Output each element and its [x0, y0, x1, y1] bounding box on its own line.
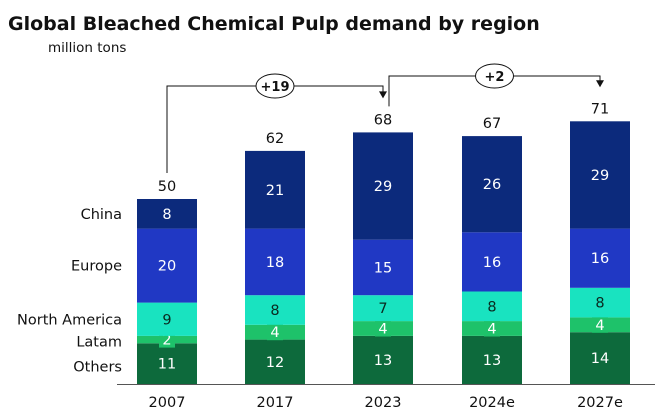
legend-label-china: China — [81, 207, 122, 223]
data-label-europe-2027e: 16 — [591, 251, 609, 267]
legend-label-latam: Latam — [76, 335, 122, 351]
legend-label-europe: Europe — [71, 259, 122, 275]
x-tick-label-2023: 2023 — [365, 395, 402, 411]
total-label-2024e: 67 — [483, 116, 501, 132]
growth-annotation-2023-2027e: +2 — [388, 63, 604, 107]
x-tick-label-2007: 2007 — [149, 395, 186, 411]
data-label-europe-2007: 20 — [158, 259, 176, 275]
bar-segment-north-america-2027e — [570, 287, 630, 318]
bar-segment-others-2007 — [137, 343, 197, 384]
bar-segment-north-america-2017 — [245, 295, 305, 325]
data-label-latam-2024e: 4 — [487, 322, 496, 338]
data-label-china-2017: 21 — [266, 183, 284, 199]
data-label-north-america-2024e: 8 — [487, 299, 496, 315]
arrow-down-icon — [596, 80, 604, 88]
x-tick-label-2027e: 2027e — [577, 395, 623, 411]
data-label-china-2027e: 29 — [591, 168, 609, 184]
data-label-bg-latam-2017 — [267, 324, 283, 341]
legend-label-north-america: North America — [17, 312, 122, 328]
data-label-north-america-2027e: 8 — [595, 296, 604, 312]
data-label-china-2024e: 26 — [483, 177, 501, 193]
bar-segment-europe-2024e — [462, 232, 522, 292]
bar-segment-china-2023 — [353, 132, 413, 240]
arrow-down-icon — [379, 91, 387, 99]
growth-badge — [475, 63, 514, 89]
x-tick-label-2024e: 2024e — [469, 395, 515, 411]
data-label-china-2007: 8 — [162, 207, 171, 223]
chart-title: Global Bleached Chemical Pulp demand by … — [8, 13, 540, 35]
bar-2027e: 14 4 8 16 29 71 — [570, 101, 630, 384]
legend: Others Latam North America Europe China — [17, 207, 122, 376]
data-label-north-america-2007: 9 — [162, 312, 171, 328]
growth-label: +19 — [261, 80, 290, 95]
bar-segment-china-2007 — [137, 199, 197, 229]
bar-segment-others-2017 — [245, 339, 305, 384]
bar-segment-others-2027e — [570, 332, 630, 384]
legend-label-others: Others — [73, 360, 122, 376]
data-label-others-2023: 13 — [374, 353, 392, 369]
data-label-latam-2007: 2 — [162, 333, 171, 349]
x-tick-label-2017: 2017 — [257, 395, 294, 411]
chart-subtitle: million tons — [48, 40, 126, 56]
data-label-latam-2017: 4 — [270, 325, 279, 341]
bar-segment-europe-2017 — [245, 228, 305, 296]
bar-segment-north-america-2023 — [353, 295, 413, 322]
bar-segment-others-2024e — [462, 335, 522, 384]
bar-segment-north-america-2024e — [462, 291, 522, 322]
data-label-latam-2023: 4 — [378, 322, 387, 338]
bar-2007: 11 2 9 20 8 50 — [137, 179, 197, 384]
bar-segment-others-2023 — [353, 335, 413, 384]
data-label-others-2017: 12 — [266, 355, 284, 371]
data-label-north-america-2017: 8 — [270, 303, 279, 319]
data-label-others-2027e: 14 — [591, 351, 609, 367]
growth-annotation-2007-2023: +19 — [166, 73, 387, 173]
data-label-others-2024e: 13 — [483, 353, 501, 369]
total-label-2023: 68 — [374, 112, 392, 128]
data-label-bg-latam-2023 — [375, 320, 391, 337]
data-label-china-2023: 29 — [374, 179, 392, 195]
total-label-2027e: 71 — [591, 101, 609, 117]
bar-segment-china-2017 — [245, 150, 305, 229]
data-label-europe-2017: 18 — [266, 255, 284, 271]
data-label-bg-latam-2027e — [592, 316, 608, 333]
data-label-europe-2024e: 16 — [483, 255, 501, 271]
bar-segment-europe-2023 — [353, 239, 413, 296]
total-label-2007: 50 — [158, 179, 176, 195]
bar-2017: 12 4 8 18 21 62 — [245, 131, 305, 384]
annotations: +19 +2 — [166, 63, 604, 173]
growth-label: +2 — [485, 70, 505, 85]
bar-segment-china-2027e — [570, 121, 630, 229]
data-label-latam-2027e: 4 — [595, 318, 604, 334]
growth-badge — [255, 73, 295, 99]
total-label-2017: 62 — [266, 131, 284, 147]
bar-segment-china-2024e — [462, 136, 522, 233]
x-axis: 2007 2017 2023 2024e 2027e — [149, 395, 623, 411]
data-label-others-2007: 11 — [158, 357, 176, 373]
data-label-north-america-2023: 7 — [378, 301, 387, 317]
bar-2023: 13 4 7 15 29 68 — [353, 112, 413, 384]
bar-segment-europe-2027e — [570, 228, 630, 288]
data-label-bg-latam-2024e — [484, 320, 500, 337]
bar-segment-europe-2007 — [137, 228, 197, 303]
bar-segment-north-america-2007 — [137, 302, 197, 336]
data-label-europe-2023: 15 — [374, 260, 392, 276]
bars: 1129208501248182162134715296813481626671… — [137, 101, 630, 384]
bar-2024e: 13 4 8 16 26 67 — [462, 116, 522, 384]
